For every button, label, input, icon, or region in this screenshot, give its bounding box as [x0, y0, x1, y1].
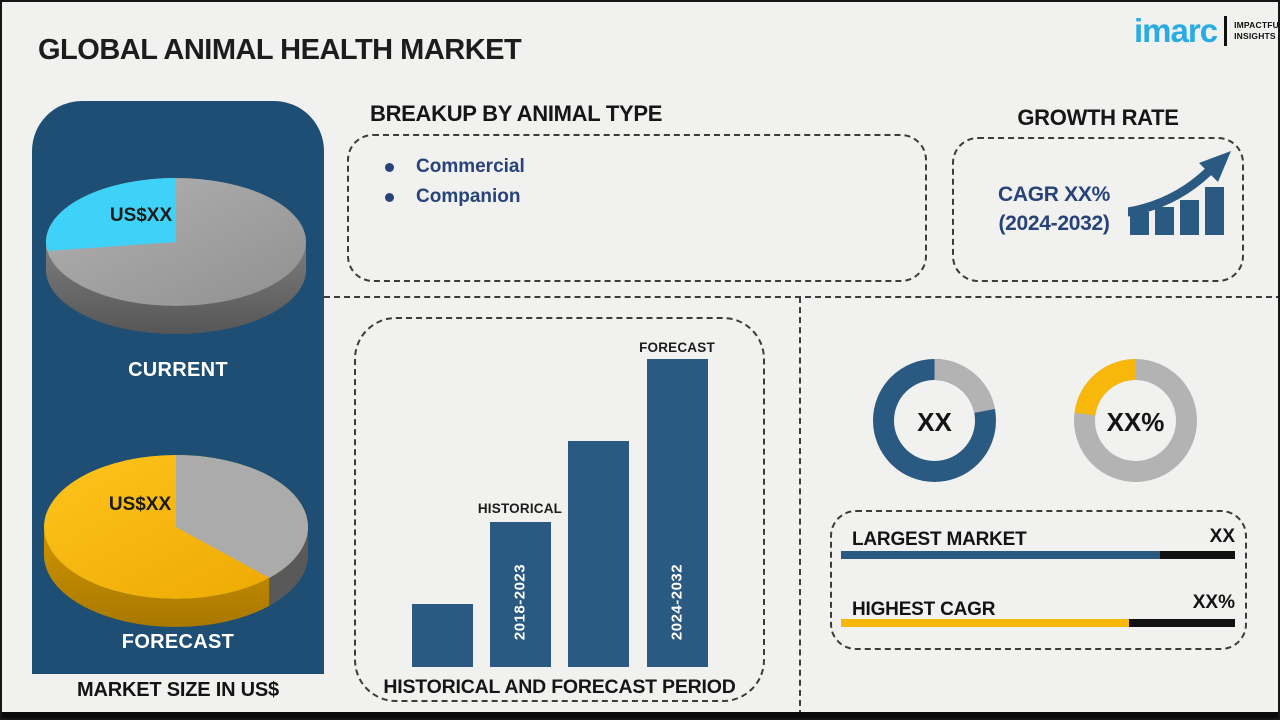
- historical-annotation: HISTORICAL: [477, 501, 563, 516]
- largest-market-value: XX: [1209, 526, 1235, 547]
- period-chart-caption: HISTORICAL AND FORECAST PERIOD: [383, 676, 736, 698]
- growth-rate-section-title: GROWTH RATE: [1017, 105, 1179, 130]
- current-pie-chart: [46, 178, 306, 334]
- forecast-label: FORECAST: [121, 631, 235, 653]
- largest-market-donut-chart: [873, 359, 996, 482]
- current-pie-highlight-slice: [46, 178, 176, 251]
- cagr-value-text: CAGR XX% (2024-2032): [998, 183, 1110, 236]
- page-title: GLOBAL ANIMAL HEALTH MARKET: [38, 34, 522, 66]
- growth-rate-box: [952, 137, 1244, 282]
- donut1-center-label: XX: [917, 407, 952, 437]
- vertical-dashed-separator: [799, 297, 801, 716]
- market-size-pie-charts: [44, 178, 308, 627]
- highest-cagr-donut-chart: [1074, 359, 1197, 482]
- forecast-pie-remainder-slice: [176, 455, 308, 578]
- growth-arrow-bars-icon: [1128, 151, 1231, 235]
- horizontal-dashed-separator: [324, 296, 1278, 298]
- forecast-pie-value-label: US$XX: [108, 494, 172, 515]
- historical-years-label: 2018-2023: [511, 563, 529, 641]
- period-bar-forecast: [647, 359, 708, 667]
- forecast-pie-chart: [44, 455, 308, 627]
- largest-market-label: LARGEST MARKET: [852, 529, 1027, 550]
- market-size-caption: MARKET SIZE IN US$: [77, 679, 279, 701]
- forecast-annotation: FORECAST: [639, 340, 715, 355]
- breakup-section-title: BREAKUP BY ANIMAL TYPE: [370, 101, 663, 126]
- bullet-icon: [385, 192, 394, 202]
- current-pie-value-label: US$XX: [109, 205, 173, 226]
- highest-cagr-value: XX%: [1192, 592, 1235, 613]
- highest-cagr-bar: [841, 619, 1235, 627]
- donut2-center-label: XX%: [1106, 407, 1165, 437]
- breakup-item: Commercial: [379, 152, 925, 182]
- bottom-border-strip: [2, 712, 1278, 718]
- breakup-item: Companion: [379, 182, 925, 212]
- forecast-years-label: 2024-2032: [668, 563, 686, 641]
- imarc-logo: imarc IMPACTFUL INSIGHTS: [1134, 12, 1280, 49]
- logo-divider: [1224, 15, 1228, 46]
- bullet-icon: [385, 162, 394, 172]
- period-bar-1: [412, 604, 473, 667]
- largest-market-bar: [841, 551, 1235, 559]
- breakup-box: Commercial Companion: [347, 134, 927, 282]
- imarc-logo-wordmark: imarc: [1134, 12, 1218, 49]
- current-label: CURRENT: [128, 359, 228, 381]
- logo-tagline: IMPACTFUL INSIGHTS: [1234, 19, 1280, 41]
- period-bar-3: [568, 441, 629, 667]
- highest-cagr-label: HIGHEST CAGR: [852, 599, 996, 620]
- stats-box: [830, 510, 1247, 650]
- period-bar-historical: [490, 522, 551, 667]
- period-chart-box: [354, 317, 765, 702]
